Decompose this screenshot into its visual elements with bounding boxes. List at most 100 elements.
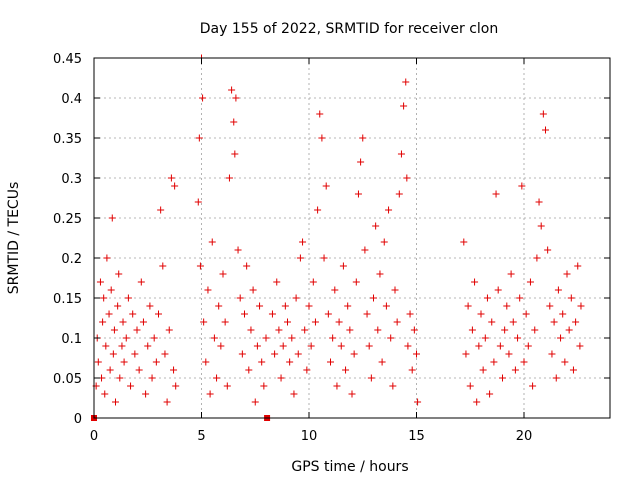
y-tick-labels: 0 0.05 0.1 0.15 0.2 0.25 0.3 0.35 0.4 0.45 xyxy=(53,52,82,427)
y-axis-label: SRMTID / TECUs xyxy=(6,182,22,295)
data-point xyxy=(483,294,491,302)
data-point xyxy=(410,326,418,334)
data-point xyxy=(466,382,474,390)
data-point xyxy=(107,286,115,294)
x-tick-label: 5 xyxy=(197,429,205,444)
data-point xyxy=(120,358,128,366)
data-point xyxy=(413,350,420,358)
data-point xyxy=(309,278,317,286)
data-point xyxy=(393,318,401,326)
data-point xyxy=(101,390,109,398)
data-point xyxy=(404,342,412,350)
data-point xyxy=(348,390,356,398)
data-point xyxy=(292,294,300,302)
data-points xyxy=(92,54,585,406)
data-point xyxy=(268,310,276,318)
data-point xyxy=(200,318,208,326)
data-point xyxy=(509,318,517,326)
data-point xyxy=(223,382,231,390)
data-point xyxy=(363,310,371,318)
data-point xyxy=(337,342,345,350)
data-point xyxy=(333,382,341,390)
data-point xyxy=(359,134,367,142)
data-point xyxy=(554,286,562,294)
data-point xyxy=(367,374,375,382)
data-point xyxy=(496,342,504,350)
data-point xyxy=(124,294,132,302)
y-tick-label: 0.1 xyxy=(61,332,82,347)
data-point xyxy=(161,350,169,358)
data-point xyxy=(288,334,296,342)
x-tick-label: 0 xyxy=(90,429,98,444)
data-point xyxy=(301,326,309,334)
data-point xyxy=(303,366,311,374)
data-point xyxy=(284,318,291,326)
data-point xyxy=(213,374,221,382)
data-point xyxy=(490,358,498,366)
data-point xyxy=(339,262,347,270)
data-point xyxy=(544,246,552,254)
data-point xyxy=(559,310,567,318)
data-point xyxy=(290,390,298,398)
data-point xyxy=(299,238,307,246)
data-point xyxy=(109,350,117,358)
data-point xyxy=(529,382,537,390)
data-point xyxy=(144,342,152,350)
data-point xyxy=(260,382,268,390)
data-point xyxy=(249,286,257,294)
data-point xyxy=(262,334,270,342)
data-point xyxy=(387,334,395,342)
data-point xyxy=(114,302,122,310)
y-tick-label: 0.3 xyxy=(61,172,82,187)
data-point xyxy=(281,302,289,310)
data-point xyxy=(403,174,411,182)
data-point xyxy=(194,198,202,206)
data-point xyxy=(374,326,382,334)
data-point xyxy=(548,350,556,358)
data-point xyxy=(148,374,156,382)
data-point xyxy=(279,342,287,350)
data-point xyxy=(335,318,343,326)
data-point xyxy=(492,190,500,198)
data-point xyxy=(561,358,569,366)
data-point xyxy=(574,262,582,270)
data-point xyxy=(219,270,227,278)
data-point xyxy=(324,310,332,318)
data-point xyxy=(110,326,118,334)
data-point xyxy=(106,366,114,374)
data-point xyxy=(569,366,577,374)
data-point xyxy=(277,374,285,382)
data-point xyxy=(481,334,489,342)
data-point xyxy=(563,270,571,278)
data-point xyxy=(275,326,283,334)
data-point xyxy=(133,326,141,334)
data-point xyxy=(115,270,123,278)
data-point xyxy=(286,358,294,366)
grid-lines xyxy=(94,58,610,418)
data-point xyxy=(494,286,502,294)
data-point xyxy=(464,302,472,310)
data-point xyxy=(518,182,526,190)
plot-frame xyxy=(93,57,611,419)
data-point xyxy=(238,350,246,358)
data-point xyxy=(327,358,334,366)
data-point xyxy=(157,206,165,214)
y-tick-label: 0.05 xyxy=(53,372,82,387)
data-point xyxy=(475,342,483,350)
data-point xyxy=(318,134,326,142)
data-point xyxy=(204,286,212,294)
chart-title: Day 155 of 2022, SRMTID for receiver clo… xyxy=(200,21,498,37)
data-point xyxy=(103,254,111,262)
data-point xyxy=(247,326,255,334)
data-point xyxy=(99,318,107,326)
y-tick-label: 0 xyxy=(74,412,82,427)
data-point xyxy=(172,382,180,390)
data-point xyxy=(357,158,365,166)
data-point xyxy=(385,206,393,214)
data-point xyxy=(352,278,360,286)
data-point xyxy=(380,238,388,246)
data-point xyxy=(305,302,313,310)
data-point xyxy=(116,374,124,382)
data-point xyxy=(314,206,322,214)
data-point xyxy=(245,366,253,374)
